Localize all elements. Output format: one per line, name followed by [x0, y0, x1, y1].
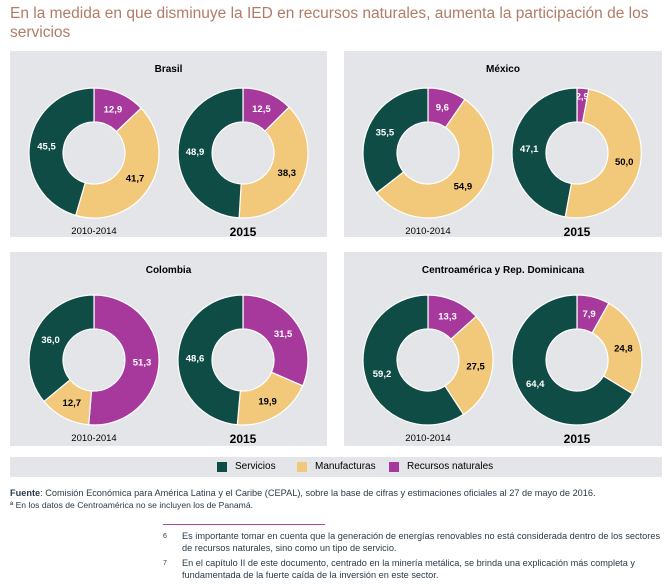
slice-recursos-2-1 [242, 294, 309, 387]
slice-label-manufacturas-0-1: 38,3 [278, 168, 297, 179]
chart-title-0: Brasil [155, 64, 183, 75]
chart-colombia: Colombia 51,3 12,7 36,0 2010-2014 31,5 19,9 48,… [28, 265, 309, 446]
slice-label-servicios-2-1: 48,6 [186, 353, 205, 364]
slice-label-manufacturas-3-1: 24,8 [614, 343, 633, 354]
slice-servicios-3-0 [362, 294, 465, 426]
footnote-6-text: Es importante tomar en cuenta que la gen… [182, 531, 661, 553]
chart-brasil: Brasil 12,9 41,7 45,5 2010-2014 12,5 38,3 48,9 2… [28, 64, 309, 237]
note-panama: ª En los datos de Centroamérica no se in… [10, 500, 253, 510]
slice-manufacturas-1-1 [564, 88, 642, 219]
panel-colombia: Colombia 51,3 12,7 36,0 2010-2014 31,5 19,9 48,… [10, 252, 327, 446]
period-label-0-0: 2010-2014 [71, 226, 116, 237]
slice-manufacturas-0-0 [74, 107, 160, 219]
slice-servicios-3-1 [511, 294, 634, 426]
footnote-6-number: 6 [163, 533, 167, 540]
slice-servicios-0-0 [28, 87, 95, 217]
footnote-divider [163, 524, 325, 525]
slice-label-recursos-0-0: 12,9 [104, 104, 123, 115]
period-label-3-1: 2015 [564, 432, 591, 446]
legend-swatch-recursos [389, 462, 399, 472]
slice-servicios-2-0 [28, 294, 95, 403]
chart-title-3: Centroamérica y Rep. Dominicana [422, 265, 585, 276]
chart-mexico: México 9,6 54,9 35,5 2010-2014 2,9 50,0 47,1 201… [362, 64, 642, 237]
legend: Servicios Manufacturas Recursos naturale… [10, 457, 662, 477]
slice-servicios-0-1 [177, 87, 244, 219]
panel-centroamerica: Centroamérica y Rep. Dominicana 13,3 27,5 5… [344, 252, 662, 446]
slice-label-servicios-3-0: 59,2 [373, 369, 392, 380]
slice-label-recursos-0-1: 12,5 [252, 104, 271, 115]
slice-label-manufacturas-1-1: 50,0 [615, 157, 634, 168]
slice-label-recursos-3-1: 7,9 [582, 309, 595, 320]
slice-manufacturas-3-0 [444, 315, 494, 416]
slice-manufacturas-1-0 [375, 98, 494, 219]
period-label-3-0: 2010-2014 [405, 433, 450, 444]
period-label-1-1: 2015 [564, 225, 591, 237]
slice-label-recursos-3-0: 13,3 [438, 312, 457, 323]
legend-label-servicios: Servicios [235, 461, 276, 472]
chart-title: En la medida en que disminuye la IED en … [10, 5, 649, 41]
slice-servicios-2-1 [177, 294, 244, 426]
source-line: Fuente: Comisión Económica para América … [10, 487, 662, 499]
slice-label-servicios-0-0: 45,5 [37, 142, 56, 153]
period-label-2-1: 2015 [230, 432, 257, 446]
slice-label-manufacturas-2-0: 12,7 [63, 398, 82, 409]
panel-brasil: Brasil 12,9 41,7 45,5 2010-2014 12,5 38,3 48,9 2… [10, 51, 327, 237]
slice-label-servicios-2-0: 36,0 [41, 335, 60, 346]
period-label-2-0: 2010-2014 [71, 433, 116, 444]
slice-label-manufacturas-2-1: 19,9 [258, 397, 277, 408]
source-label: Fuente [10, 488, 41, 498]
slice-label-recursos-2-1: 31,5 [274, 329, 293, 340]
slice-label-manufacturas-1-0: 54,9 [454, 182, 473, 193]
source-text: : Comisión Económica para América Latina… [40, 488, 596, 498]
slice-manufacturas-3-1 [591, 302, 643, 395]
panel-mexico: México 9,6 54,9 35,5 2010-2014 2,9 50,0 47,1 201… [344, 51, 662, 237]
chart-title-1: México [486, 64, 520, 75]
legend-swatch-servicios [217, 462, 227, 472]
slice-label-servicios-1-0: 35,5 [376, 127, 395, 138]
slice-label-manufacturas-3-0: 27,5 [466, 362, 485, 373]
slice-label-manufacturas-0-0: 41,7 [126, 174, 145, 185]
slice-label-recursos-2-0: 51,3 [133, 358, 152, 369]
footnote-7-number: 7 [163, 560, 167, 567]
legend-swatch-manufacturas [297, 462, 307, 472]
slice-label-servicios-0-1: 48,9 [186, 147, 205, 158]
slice-manufacturas-0-1 [238, 106, 309, 219]
legend-label-manufacturas: Manufacturas [315, 461, 376, 472]
period-label-0-1: 2015 [230, 225, 257, 237]
footnote-7-text: En el capítulo II de este documento, cen… [182, 558, 635, 580]
slice-recursos-2-0 [88, 294, 160, 426]
slice-servicios-1-0 [362, 87, 429, 194]
chart-title-2: Colombia [146, 265, 192, 276]
period-label-1-0: 2010-2014 [405, 226, 450, 237]
slice-label-recursos-1-0: 9,6 [436, 103, 449, 114]
slice-label-servicios-1-1: 47,1 [520, 144, 539, 155]
slice-servicios-1-1 [511, 87, 578, 218]
legend-label-recursos: Recursos naturales [407, 461, 494, 472]
slice-label-recursos-1-1: 2,9 [576, 92, 589, 103]
chart-centroamerica: Centroamérica y Rep. Dominicana 13,3 27,5 5… [362, 265, 643, 446]
slice-label-servicios-3-1: 64,4 [526, 379, 545, 390]
